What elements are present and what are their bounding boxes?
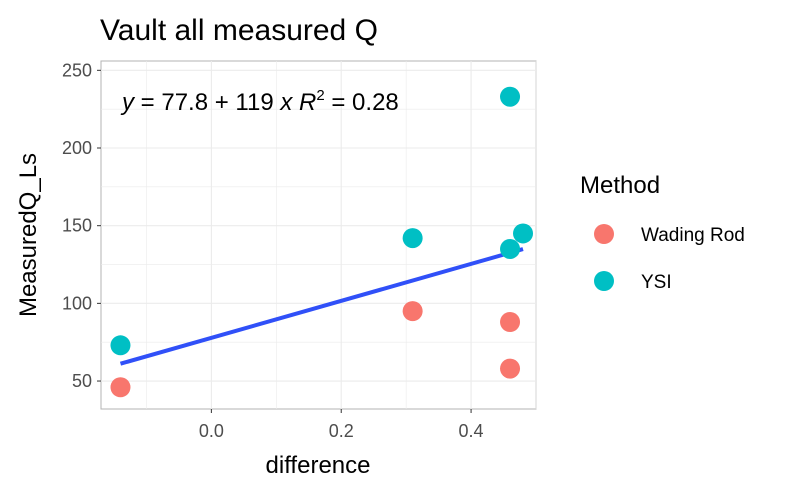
data-point-ysi	[402, 228, 423, 249]
chart-title: Vault all measured Q	[100, 14, 378, 47]
legend: Method Wading Rod YSI	[580, 172, 745, 293]
y-tick-label: 150	[62, 216, 92, 236]
data-point-wading-rod	[500, 358, 521, 379]
x-axis-ticks: 0.0 0.2 0.4	[199, 409, 484, 441]
regression-line	[119, 247, 524, 366]
grid-lines	[101, 61, 537, 409]
legend-title: Method	[580, 172, 660, 199]
y-tick-label: 250	[62, 60, 92, 80]
data-point-ysi	[110, 335, 131, 356]
y-tick-label: 200	[62, 138, 92, 158]
plot-panel	[100, 60, 537, 410]
data-point-wading-rod	[402, 301, 423, 322]
data-point-ysi	[500, 86, 521, 107]
x-tick-label: 0.4	[459, 421, 484, 441]
x-tick-label: 0.0	[199, 421, 224, 441]
data-point-ysi	[513, 223, 534, 244]
x-axis-title: difference	[266, 452, 371, 479]
y-tick-label: 100	[62, 293, 92, 313]
legend-key-ysi	[594, 271, 614, 291]
data-point-wading-rod	[110, 377, 131, 398]
legend-key-wading-rod	[594, 224, 614, 244]
y-axis-title: MeasuredQ_Ls	[15, 153, 42, 317]
data-point-wading-rod	[500, 312, 521, 332]
fit-line-group	[119, 247, 524, 366]
x-tick-label: 0.2	[329, 421, 354, 441]
data-point-ysi	[500, 238, 521, 259]
data-points	[110, 86, 534, 398]
regression-annotation: y = 77.8 + 119 x R2 = 0.28	[120, 87, 399, 116]
legend-label-wading-rod: Wading Rod	[641, 225, 745, 246]
legend-label-ysi: YSI	[641, 272, 672, 293]
y-axis-ticks: 50 100 150 200 250	[62, 60, 101, 391]
y-tick-label: 50	[72, 371, 92, 391]
